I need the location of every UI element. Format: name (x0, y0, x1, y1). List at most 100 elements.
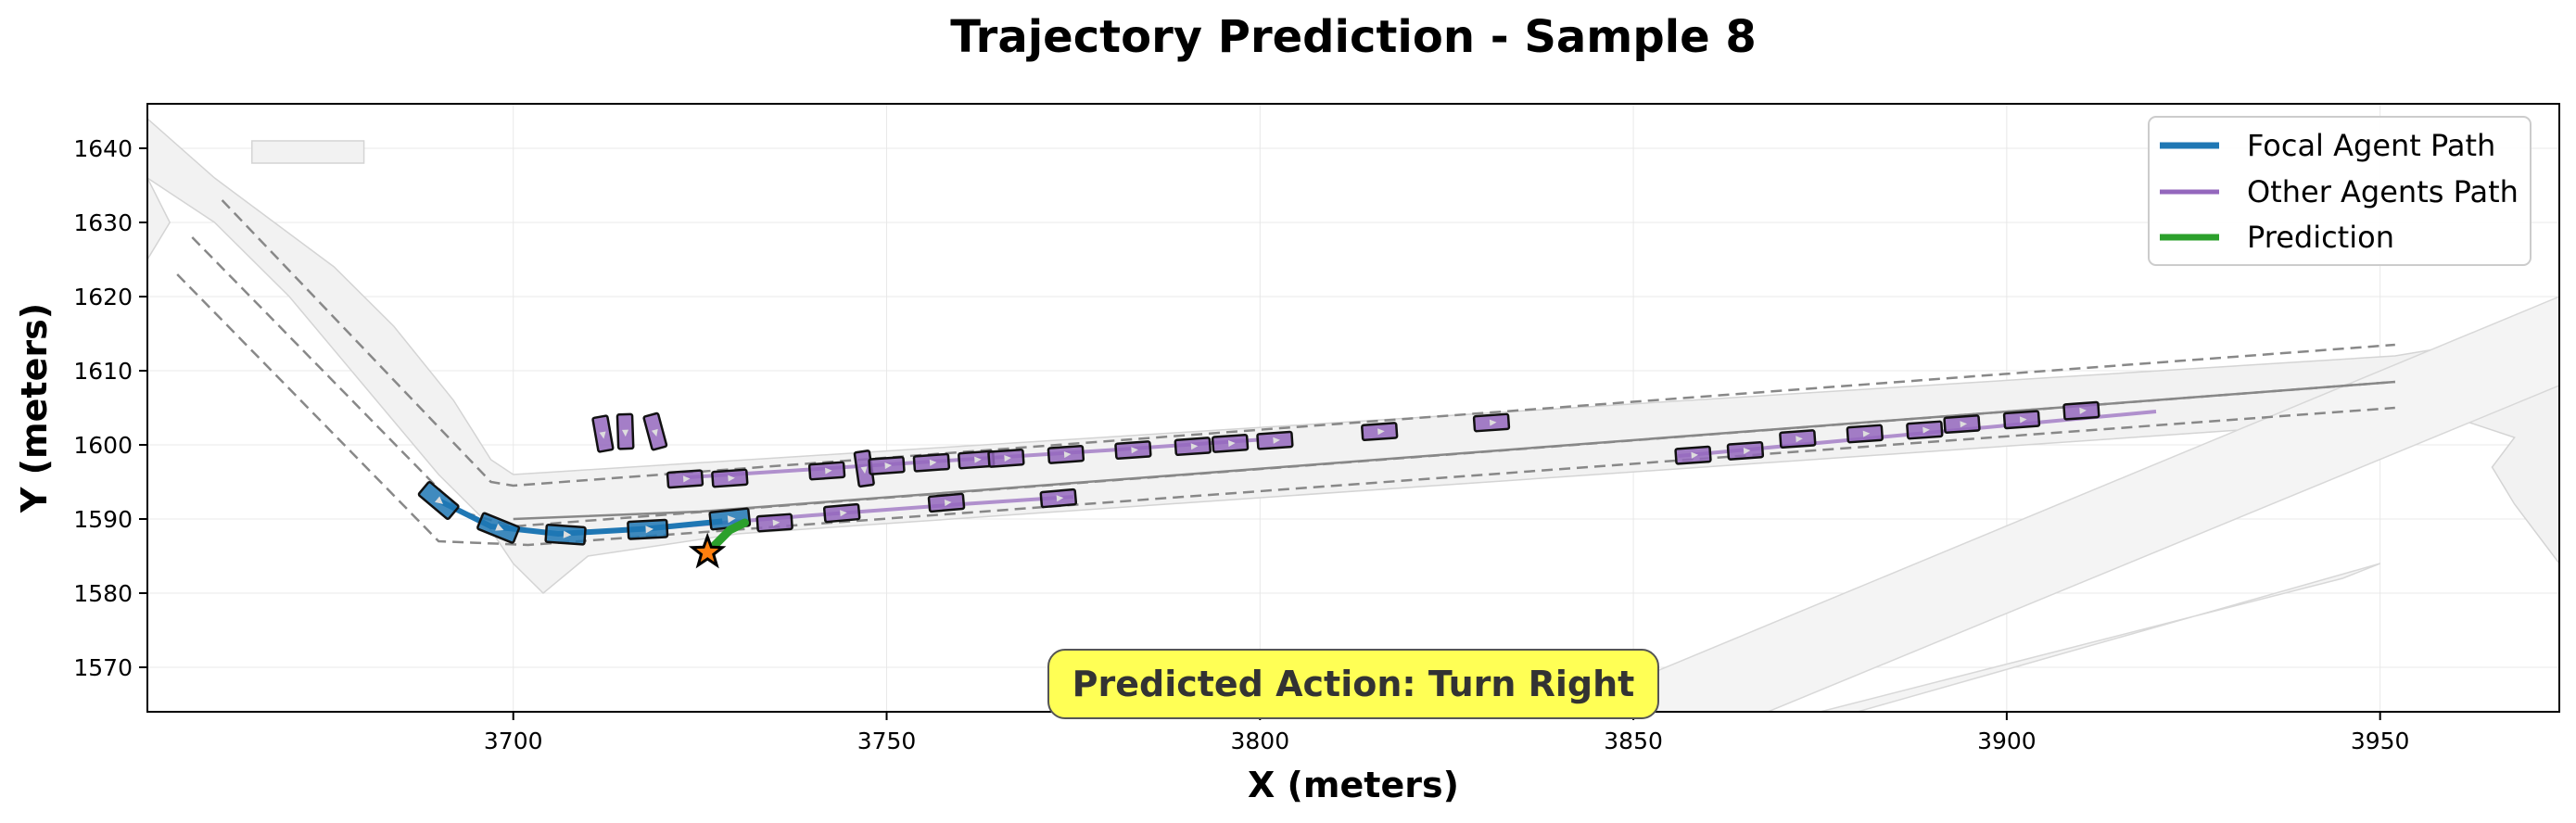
heading-arrow-icon (1190, 443, 1199, 450)
other-agent-box (987, 448, 1025, 468)
heading-arrow-icon (1691, 451, 1699, 459)
x-axis-ticks: 3700 3750 3800 3850 3900 3950 (484, 712, 2410, 754)
road-area (251, 140, 365, 164)
lane-centerline (513, 380, 2395, 521)
legend: Focal Agent Path Other Agents Path Predi… (2148, 116, 2532, 266)
heading-arrow-icon (495, 524, 504, 531)
y-axis-ticks: 1570 1580 1590 1600 1610 1620 1630 1640 (73, 135, 147, 681)
y-tick-label: 1630 (73, 209, 133, 236)
predicted-action-badge: Predicted Action: Turn Right (1047, 649, 1659, 719)
heading-arrow-icon (1862, 430, 1871, 437)
other-agent-box (1047, 444, 1085, 464)
other-agent-box (1211, 433, 1250, 453)
y-tick-label: 1580 (73, 580, 133, 607)
heading-arrow-icon (1063, 450, 1072, 459)
road-area (1558, 296, 2559, 712)
heading-arrow-icon (1743, 447, 1751, 455)
y-tick-label: 1640 (73, 135, 133, 162)
focal-agent-box (544, 523, 587, 546)
heading-arrow-icon (1273, 437, 1280, 444)
other-agent-box (912, 452, 951, 473)
other-agent-box (822, 502, 861, 524)
heading-arrow-icon (1960, 421, 1968, 428)
heading-arrow-icon (563, 530, 572, 538)
other-agent-box (1472, 412, 1511, 433)
x-tick-label: 3900 (1977, 728, 2037, 754)
legend-prediction-label: Prediction (2247, 220, 2394, 255)
x-tick-label: 3750 (857, 728, 917, 754)
heading-arrow-icon (974, 456, 982, 463)
other-agent-box (1779, 429, 1817, 449)
other-agent-box (755, 513, 793, 533)
heading-arrow-icon (1056, 495, 1064, 502)
heading-arrow-icon (825, 467, 832, 475)
other-agent-box (1906, 420, 1944, 440)
legend-box (2148, 116, 2532, 266)
focal-agent-box (627, 518, 669, 540)
other-agent-box (1726, 440, 1765, 461)
heading-arrow-icon (929, 459, 937, 466)
other-agent-box (1674, 445, 1712, 465)
heading-arrow-icon (599, 431, 606, 439)
heading-arrow-icon (1489, 419, 1497, 426)
heading-arrow-icon (651, 428, 658, 437)
lane-boundary (221, 199, 2395, 487)
heading-arrow-icon (840, 510, 847, 517)
heading-arrow-icon (1004, 454, 1011, 462)
heading-arrow-icon (2079, 407, 2087, 414)
other-agent-box (711, 468, 749, 488)
other-agent-box (666, 469, 704, 489)
heading-arrow-icon (727, 515, 736, 524)
lane-boundary (176, 273, 2395, 547)
other-agent-box (1846, 424, 1884, 444)
predicted-action-text: Predicted Action: Turn Right (1072, 664, 1635, 704)
other-agent-box (1943, 414, 1981, 435)
road-area (147, 119, 171, 261)
heading-arrow-icon (1228, 439, 1236, 448)
other-agent-box (2062, 400, 2100, 421)
other-agent-box (1114, 440, 1152, 461)
focal-agent-box (417, 481, 460, 520)
other-agent-box (1361, 422, 1399, 442)
heading-arrow-icon (728, 475, 735, 482)
chart-title: Trajectory Prediction - Sample 8 (950, 11, 1757, 63)
road-area (1820, 563, 2380, 712)
legend-focal-label: Focal Agent Path (2247, 128, 2495, 163)
heading-arrow-icon (434, 496, 444, 505)
other-agent-box (868, 455, 906, 475)
heading-arrow-icon (772, 519, 780, 526)
y-axis-label: Y (meters) (14, 303, 55, 513)
y-tick-label: 1610 (73, 358, 133, 385)
heading-arrow-icon (682, 475, 691, 483)
heading-arrow-icon (944, 500, 952, 507)
other-agent-box (1174, 437, 1212, 457)
agent-boxes-layer (417, 400, 2100, 546)
other-agent-box (807, 461, 846, 481)
focal-agent-box (476, 512, 521, 544)
prediction-layer (688, 518, 749, 569)
other-agent-box (1256, 430, 1294, 450)
x-axis-label: X (meters) (1248, 765, 1459, 805)
x-tick-label: 3700 (484, 728, 543, 754)
heading-arrow-icon (860, 466, 868, 475)
x-tick-label: 3800 (1230, 728, 1289, 754)
y-tick-label: 1570 (73, 654, 133, 681)
other-agent-box (2002, 410, 2041, 430)
heading-arrow-icon (2019, 416, 2027, 424)
heading-arrow-icon (1377, 428, 1385, 436)
legend-other-label: Other Agents Path (2247, 174, 2519, 209)
x-tick-label: 3950 (2351, 728, 2410, 754)
x-tick-label: 3850 (1604, 728, 1663, 754)
heading-arrow-icon (621, 429, 629, 437)
plot-area (147, 117, 2559, 712)
predicted-action-box (1047, 649, 1659, 719)
other-agent-box (615, 412, 635, 450)
y-tick-label: 1620 (73, 284, 133, 310)
y-tick-label: 1590 (73, 506, 133, 533)
goal-star-icon (688, 532, 727, 569)
y-tick-label: 1600 (73, 432, 133, 459)
other-agent-box (591, 414, 615, 453)
heading-arrow-icon (645, 525, 654, 534)
heading-arrow-icon (1131, 447, 1138, 454)
